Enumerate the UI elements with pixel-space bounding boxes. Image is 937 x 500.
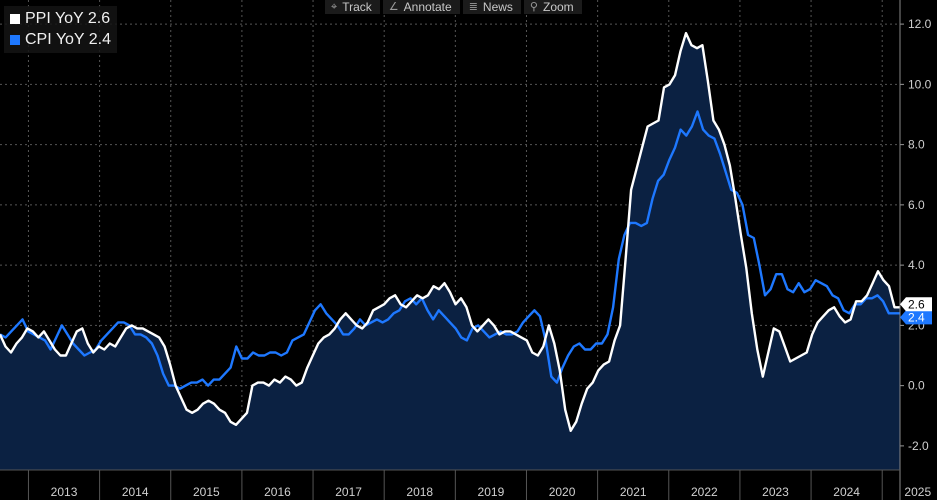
x-tick-label: 2024: [833, 485, 860, 499]
cpi-line[interactable]: [0, 110, 900, 390]
ppi-last-value: 2.6: [900, 297, 932, 312]
magnifier-icon: ⚲: [529, 1, 538, 13]
x-tick-label: 2022: [691, 485, 718, 499]
legend-label-ppi: PPI YoY 2.6: [25, 10, 111, 27]
cpi-last-value-box: [900, 310, 932, 325]
y-tick-label: 12.0: [908, 17, 932, 31]
ppi-area: [0, 33, 900, 470]
pencil-icon: ∠: [388, 1, 399, 13]
y-tick-label: 6.0: [908, 198, 925, 212]
x-tick-label: 2017: [335, 485, 362, 499]
chart-legend: PPI YoY 2.6 CPI YoY 2.4: [4, 6, 117, 53]
zoom-button[interactable]: ⚲ Zoom: [523, 0, 582, 14]
track-button[interactable]: ⌖ Track: [325, 0, 380, 14]
news-icon: ≣: [468, 1, 478, 13]
ppi-last-value-box: [900, 297, 932, 312]
y-tick-label: 10.0: [908, 77, 932, 91]
news-label: News: [482, 0, 513, 14]
legend-item-cpi[interactable]: CPI YoY 2.4: [10, 29, 111, 50]
y-tick-label: -2.0: [908, 439, 929, 453]
y-tick-label: 8.0: [908, 138, 925, 152]
x-tick-label: 2018: [406, 485, 433, 499]
news-button[interactable]: ≣ News: [462, 0, 521, 14]
legend-label-cpi: CPI YoY 2.4: [25, 31, 111, 48]
cpi-swatch: [10, 34, 20, 45]
ppi-last-value-label: 2.6: [908, 297, 925, 311]
x-tick-label: 2019: [478, 485, 505, 499]
x-tick-label: 2023: [762, 485, 789, 499]
x-tick-label: 2014: [122, 485, 149, 499]
track-label: Track: [342, 0, 372, 14]
x-tick-label: 2016: [264, 485, 291, 499]
crosshair-icon: ⌖: [331, 1, 338, 13]
annotate-button[interactable]: ∠ Annotate: [382, 0, 460, 14]
series-lines: [0, 31, 900, 432]
x-tick-label: 2020: [549, 485, 576, 499]
x-tick-label: 2025: [904, 485, 931, 499]
x-tick-label: 2021: [620, 485, 647, 499]
zoom-label: Zoom: [542, 0, 574, 14]
x-tick-label: 2013: [51, 485, 78, 499]
annotate-label: Annotate: [403, 0, 452, 14]
legend-item-ppi[interactable]: PPI YoY 2.6: [10, 8, 111, 29]
ppi-swatch: [10, 13, 20, 24]
x-tick-label: 2015: [193, 485, 220, 499]
chart-toolbar: ⌖ Track ∠ Annotate ≣ News ⚲ Zoom: [325, 0, 582, 14]
last-value-markers: 2.42.6: [900, 297, 932, 325]
y-tick-label: 0.0: [908, 379, 925, 393]
y-tick-label: 4.0: [908, 258, 925, 272]
ppi-area-fill: [0, 33, 900, 470]
cpi-last-value-label: 2.4: [908, 310, 925, 324]
ppi-line[interactable]: [0, 31, 900, 432]
cpi-last-value: 2.4: [900, 310, 932, 325]
